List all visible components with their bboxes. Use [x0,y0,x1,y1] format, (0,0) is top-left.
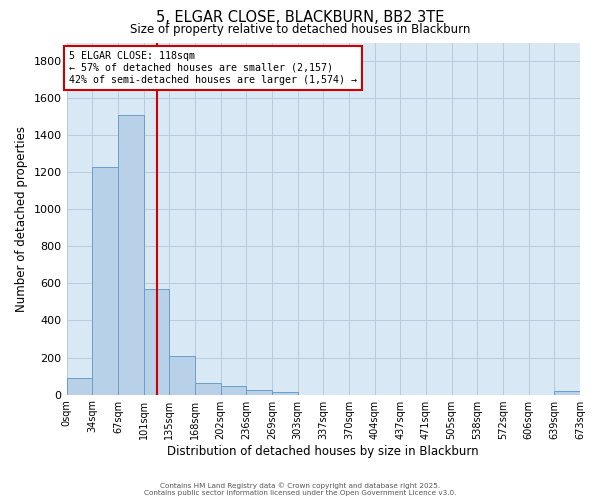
Bar [272,392,298,394]
Bar [554,391,580,394]
Bar [169,356,195,395]
Bar [246,390,272,394]
Bar [92,166,118,394]
Text: Size of property relative to detached houses in Blackburn: Size of property relative to detached ho… [130,22,470,36]
Bar [118,115,143,394]
Text: 5 ELGAR CLOSE: 118sqm
← 57% of detached houses are smaller (2,157)
42% of semi-d: 5 ELGAR CLOSE: 118sqm ← 57% of detached … [69,52,357,84]
Y-axis label: Number of detached properties: Number of detached properties [15,126,28,312]
Bar [221,386,246,394]
Text: 5, ELGAR CLOSE, BLACKBURN, BB2 3TE: 5, ELGAR CLOSE, BLACKBURN, BB2 3TE [156,10,444,25]
Bar [67,378,92,394]
Bar [143,289,169,395]
Bar [195,382,221,394]
X-axis label: Distribution of detached houses by size in Blackburn: Distribution of detached houses by size … [167,444,479,458]
Text: Contains public sector information licensed under the Open Government Licence v3: Contains public sector information licen… [144,490,456,496]
Text: Contains HM Land Registry data © Crown copyright and database right 2025.: Contains HM Land Registry data © Crown c… [160,482,440,489]
